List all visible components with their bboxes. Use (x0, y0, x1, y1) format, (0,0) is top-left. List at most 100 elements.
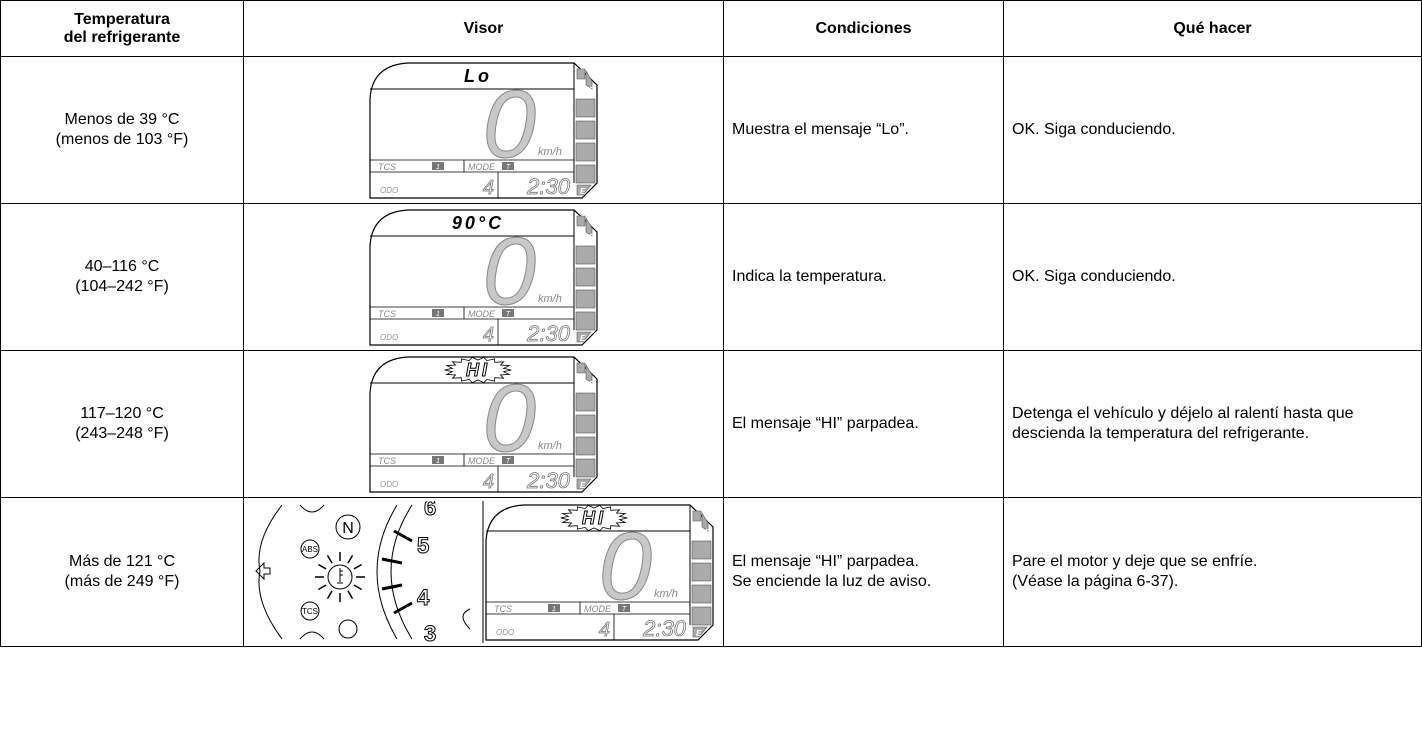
lcd-outline (368, 62, 598, 199)
lcd-digits: 2:30 (642, 616, 687, 641)
lcd-label: F (589, 233, 595, 242)
coolant-table: Temperatura del refrigerante Visor Condi… (0, 0, 1422, 647)
lcd-label: F (589, 86, 595, 95)
cell-line: (243–248 °F) (75, 425, 169, 442)
cell-line: Indica la temperatura. (732, 268, 887, 285)
lcd-chip (431, 162, 444, 170)
fuel-icon (576, 331, 592, 343)
cell-line: El mensaje “HI” parpadea. (732, 415, 919, 432)
fuel-segment (575, 164, 595, 184)
indicator-lamp (335, 514, 360, 540)
lcd-label: ODO (496, 628, 514, 637)
lcd-digits: 4 (598, 619, 609, 641)
display-cell: F 0 km/h TCS 1 MODE T ODO 4 2:30 E Lo (243, 56, 724, 204)
cell-line: 117–120 °C (80, 405, 164, 422)
lcd-digits: 4 (482, 177, 493, 199)
cell-line: (104–242 °F) (75, 278, 169, 295)
action-cell: OK. Siga conduciendo. (1003, 203, 1422, 351)
lcd-digits: 2:30 (526, 321, 571, 346)
header-cell: Condiciones (723, 0, 1004, 57)
cell-line: OK. Siga conduciendo. (1012, 121, 1176, 138)
header-cell: Visor (243, 0, 724, 57)
cell-line: Detenga el vehículo y déjelo al ralentí … (1012, 405, 1354, 442)
cell-line: (más de 249 °F) (64, 573, 180, 590)
conditions-cell: El mensaje “HI” parpadea. Se enciende la … (723, 497, 1004, 647)
fuel-icon (576, 68, 592, 90)
arrow-icon (254, 561, 270, 581)
fuel-segment (691, 540, 711, 560)
lcd-label: km/h (654, 588, 678, 600)
fuel-segment (691, 606, 711, 626)
lcd-reading: HI (466, 360, 490, 380)
lcd-chip (501, 456, 514, 464)
fuel-segment (575, 436, 595, 456)
lcd-display: F 0 km/h TCS 1 MODE T ODO 4 2:30 E 90°C (368, 209, 598, 346)
lcd-chip (617, 604, 630, 612)
cell-line: (menos de 103 °F) (55, 131, 189, 148)
lcd-digits: 4 (482, 324, 493, 346)
lcd-chip (431, 456, 444, 464)
cell-line: Más de 121 °C (68, 553, 175, 570)
fuel-segment (575, 289, 595, 309)
table-row: 117–120 °C (243–248 °F) F 0 km/h TCS 1 MODE T ODO… (0, 350, 1422, 498)
lcd-reading: 90°C (451, 213, 503, 233)
action-cell: OK. Siga conduciendo. (1003, 56, 1422, 204)
lcd-chip (547, 604, 560, 612)
fuel-icon (576, 184, 592, 196)
lcd-label: ODO (380, 186, 398, 195)
indicator-label: N (342, 520, 354, 537)
gauge-arc (376, 504, 397, 640)
lcd-label: E (696, 629, 702, 638)
gauge-tick (392, 601, 413, 615)
lcd-label: MODE (584, 604, 612, 614)
gauge-number: 4 (417, 585, 430, 610)
lcd-label: 1 (552, 606, 556, 613)
gauge-number: 3 (424, 621, 436, 643)
lcd-label: km/h (538, 440, 562, 452)
gauge-arc (390, 504, 412, 640)
lcd-label: F (589, 380, 595, 389)
table-row: Menos de 39 °C (menos de 103 °F) F 0 km/h TCS… (0, 56, 1422, 204)
fuel-segment (575, 414, 595, 434)
fuel-segment (575, 142, 595, 162)
lcd-digits: 2:30 (526, 468, 571, 493)
coolant-ray (346, 590, 353, 600)
lcd-chip (501, 309, 514, 317)
coolant-ray (326, 554, 333, 564)
fuel-segment (691, 562, 711, 582)
table-row: 40–116 °C (104–242 °F) F 0 km/h TCS 1 MODE T ODO 4… (0, 203, 1422, 351)
lcd-label: 1 (436, 458, 440, 465)
fuel-segment (691, 584, 711, 604)
gauge-cluster: N ABS TCS 6 5 4 3 (254, 501, 483, 643)
lcd-label: TCS (378, 309, 396, 319)
lcd-digits: 2:30 (526, 174, 571, 199)
table-row: Más de 121 °C (más de 249 °F) N ABS TCS 6 5 4 3 F… (0, 497, 1422, 647)
lcd-label: T (505, 164, 510, 171)
lcd-label: T (505, 458, 510, 465)
fuel-segment (575, 267, 595, 287)
lcd-reading: HI (582, 508, 606, 528)
fuel-icon (692, 626, 708, 638)
indicator-arc (299, 504, 324, 640)
lcd-outline (368, 356, 598, 493)
cell-line: OK. Siga conduciendo. (1012, 268, 1176, 285)
fuel-icon (576, 362, 592, 384)
lcd-label: MODE (468, 162, 496, 172)
lcd-label: MODE (468, 456, 496, 466)
lcd-label: T (621, 606, 626, 613)
lcd-chip (501, 162, 514, 170)
lcd-label: TCS (378, 456, 396, 466)
lcd-label: 1 (436, 311, 440, 318)
fuel-icon (576, 478, 592, 490)
gauge-edge (258, 504, 282, 640)
display-cell: F 0 km/h TCS 1 MODE T ODO 4 2:30 E 90°C (243, 203, 724, 351)
gauge-number: 6 (424, 501, 436, 520)
conditions-cell: Indica la temperatura. (723, 203, 1004, 351)
fuel-segment (575, 458, 595, 478)
lcd-label: E (580, 334, 586, 343)
temperature-cell: 40–116 °C (104–242 °F) (0, 203, 244, 351)
coolant-ray (326, 590, 333, 600)
fuel-segment (575, 311, 595, 331)
action-cell: Detenga el vehículo y déjelo al ralentí … (1003, 350, 1422, 498)
